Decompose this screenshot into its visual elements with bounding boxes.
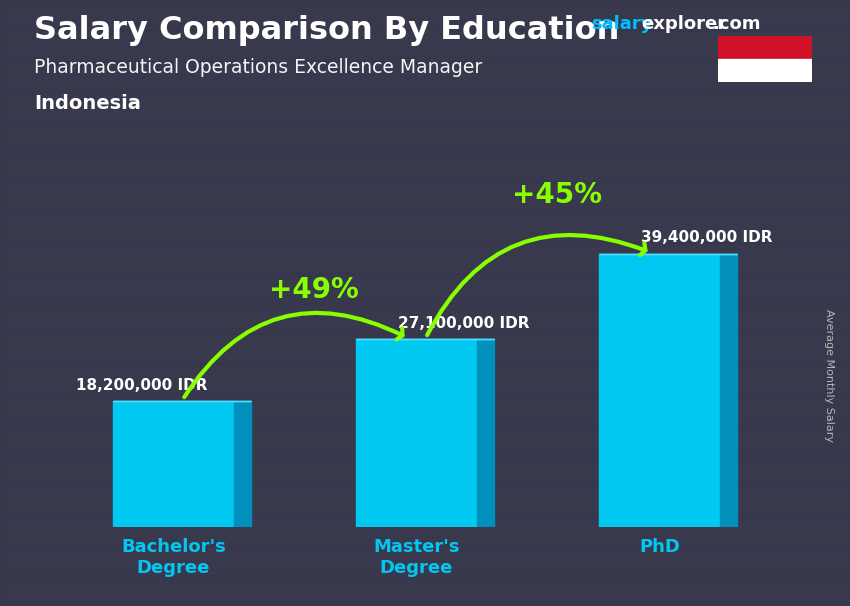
Text: 27,100,000 IDR: 27,100,000 IDR xyxy=(398,316,530,331)
Polygon shape xyxy=(355,339,477,527)
Text: Indonesia: Indonesia xyxy=(34,94,141,113)
Text: 18,200,000 IDR: 18,200,000 IDR xyxy=(76,378,207,393)
Bar xyxy=(0,91,850,121)
Text: +45%: +45% xyxy=(512,181,602,209)
Bar xyxy=(0,30,850,61)
Bar xyxy=(0,152,850,182)
Bar xyxy=(0,545,850,576)
Text: Average Monthly Salary: Average Monthly Salary xyxy=(824,309,834,442)
Bar xyxy=(0,576,850,606)
Text: .com: .com xyxy=(712,15,761,33)
Polygon shape xyxy=(234,401,251,527)
Text: Salary Comparison By Education: Salary Comparison By Education xyxy=(34,15,620,46)
Text: salary: salary xyxy=(591,15,652,33)
Bar xyxy=(0,394,850,424)
Bar xyxy=(0,364,850,394)
Bar xyxy=(0,242,850,273)
Bar xyxy=(0,273,850,303)
Text: 39,400,000 IDR: 39,400,000 IDR xyxy=(641,230,773,245)
Polygon shape xyxy=(112,401,234,527)
Bar xyxy=(718,36,812,59)
Bar xyxy=(0,182,850,212)
Polygon shape xyxy=(477,339,494,527)
Text: explorer: explorer xyxy=(642,15,727,33)
Bar xyxy=(718,59,812,82)
Polygon shape xyxy=(598,254,720,527)
Bar xyxy=(0,333,850,364)
Bar xyxy=(0,454,850,485)
Bar xyxy=(0,515,850,545)
Polygon shape xyxy=(720,254,737,527)
Bar xyxy=(0,485,850,515)
Bar xyxy=(0,61,850,91)
Text: +49%: +49% xyxy=(269,276,359,304)
Bar xyxy=(0,0,850,30)
Bar xyxy=(0,121,850,152)
Bar xyxy=(0,212,850,242)
Bar xyxy=(0,424,850,454)
Bar xyxy=(0,303,850,333)
Text: Pharmaceutical Operations Excellence Manager: Pharmaceutical Operations Excellence Man… xyxy=(34,58,482,76)
